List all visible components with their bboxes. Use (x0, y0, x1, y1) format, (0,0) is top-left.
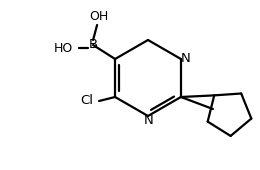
Text: HO: HO (54, 42, 73, 55)
Text: N: N (181, 52, 191, 64)
Text: Cl: Cl (81, 95, 94, 107)
Text: B: B (88, 38, 98, 50)
Text: OH: OH (89, 11, 109, 23)
Text: N: N (144, 115, 154, 128)
